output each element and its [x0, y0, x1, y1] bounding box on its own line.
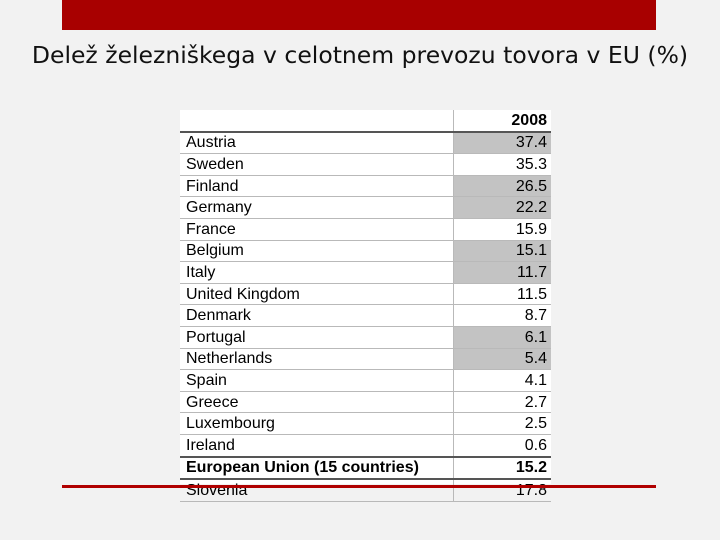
value-cell: 22.2 [453, 196, 551, 219]
table-row: Ireland 0.6 [180, 434, 551, 458]
value-cell: 4.1 [453, 369, 551, 392]
table-row: Spain 4.1 [180, 369, 551, 392]
table-row: Slovenia 17.8 [180, 479, 551, 502]
data-table-container: 2008 Austria 37.4 Sweden 35.3 Finland 26… [180, 110, 551, 502]
table-row: United Kingdom 11.5 [180, 283, 551, 306]
table-header-row: 2008 [180, 110, 551, 133]
country-cell: United Kingdom [180, 283, 455, 306]
country-cell: Sweden [180, 153, 455, 176]
table-row: Portugal 6.1 [180, 326, 551, 349]
value-cell: 2.5 [453, 412, 551, 435]
table-row: Luxembourg 2.5 [180, 412, 551, 435]
table-row: Greece 2.7 [180, 391, 551, 414]
table-row: Germany 22.2 [180, 196, 551, 219]
table-row: Sweden 35.3 [180, 153, 551, 176]
top-accent-bar [62, 0, 656, 30]
value-cell: 15.2 [453, 455, 551, 481]
country-cell: Ireland [180, 434, 455, 458]
value-cell: 17.8 [453, 479, 551, 502]
country-cell: Denmark [180, 304, 455, 327]
data-table: 2008 Austria 37.4 Sweden 35.3 Finland 26… [180, 110, 551, 502]
country-cell: European Union (15 countries) [180, 455, 455, 481]
country-cell: Slovenia [180, 479, 455, 502]
table-row: Belgium 15.1 [180, 240, 551, 263]
value-cell: 26.5 [453, 175, 551, 198]
value-cell: 11.5 [453, 283, 551, 306]
country-cell: Greece [180, 391, 455, 414]
country-cell: Italy [180, 261, 455, 284]
value-cell: 35.3 [453, 153, 551, 176]
country-cell: Netherlands [180, 348, 455, 371]
value-cell: 2.7 [453, 391, 551, 414]
country-cell: Portugal [180, 326, 455, 349]
table-row: Austria 37.4 [180, 131, 551, 155]
table-row: Italy 11.7 [180, 261, 551, 284]
slide-title: Delež železniškega v celotnem prevozu to… [31, 41, 689, 69]
table-row-total: European Union (15 countries) 15.2 [180, 455, 551, 481]
country-cell: Belgium [180, 240, 455, 263]
table-row: France 15.9 [180, 218, 551, 241]
value-cell: 5.4 [453, 348, 551, 371]
value-cell: 15.9 [453, 218, 551, 241]
country-cell: Austria [180, 131, 455, 155]
country-cell: Spain [180, 369, 455, 392]
value-cell: 37.4 [453, 131, 551, 155]
country-cell: Finland [180, 175, 455, 198]
value-cell: 11.7 [453, 261, 551, 284]
table-row: Denmark 8.7 [180, 304, 551, 327]
value-cell: 0.6 [453, 434, 551, 458]
country-cell: France [180, 218, 455, 241]
value-cell: 8.7 [453, 304, 551, 327]
bottom-accent-rule [62, 485, 656, 488]
country-cell: Germany [180, 196, 455, 219]
header-country-cell [180, 110, 455, 133]
header-year-cell: 2008 [453, 110, 551, 133]
table-row: Finland 26.5 [180, 175, 551, 198]
value-cell: 15.1 [453, 240, 551, 263]
table-row: Netherlands 5.4 [180, 348, 551, 371]
country-cell: Luxembourg [180, 412, 455, 435]
value-cell: 6.1 [453, 326, 551, 349]
